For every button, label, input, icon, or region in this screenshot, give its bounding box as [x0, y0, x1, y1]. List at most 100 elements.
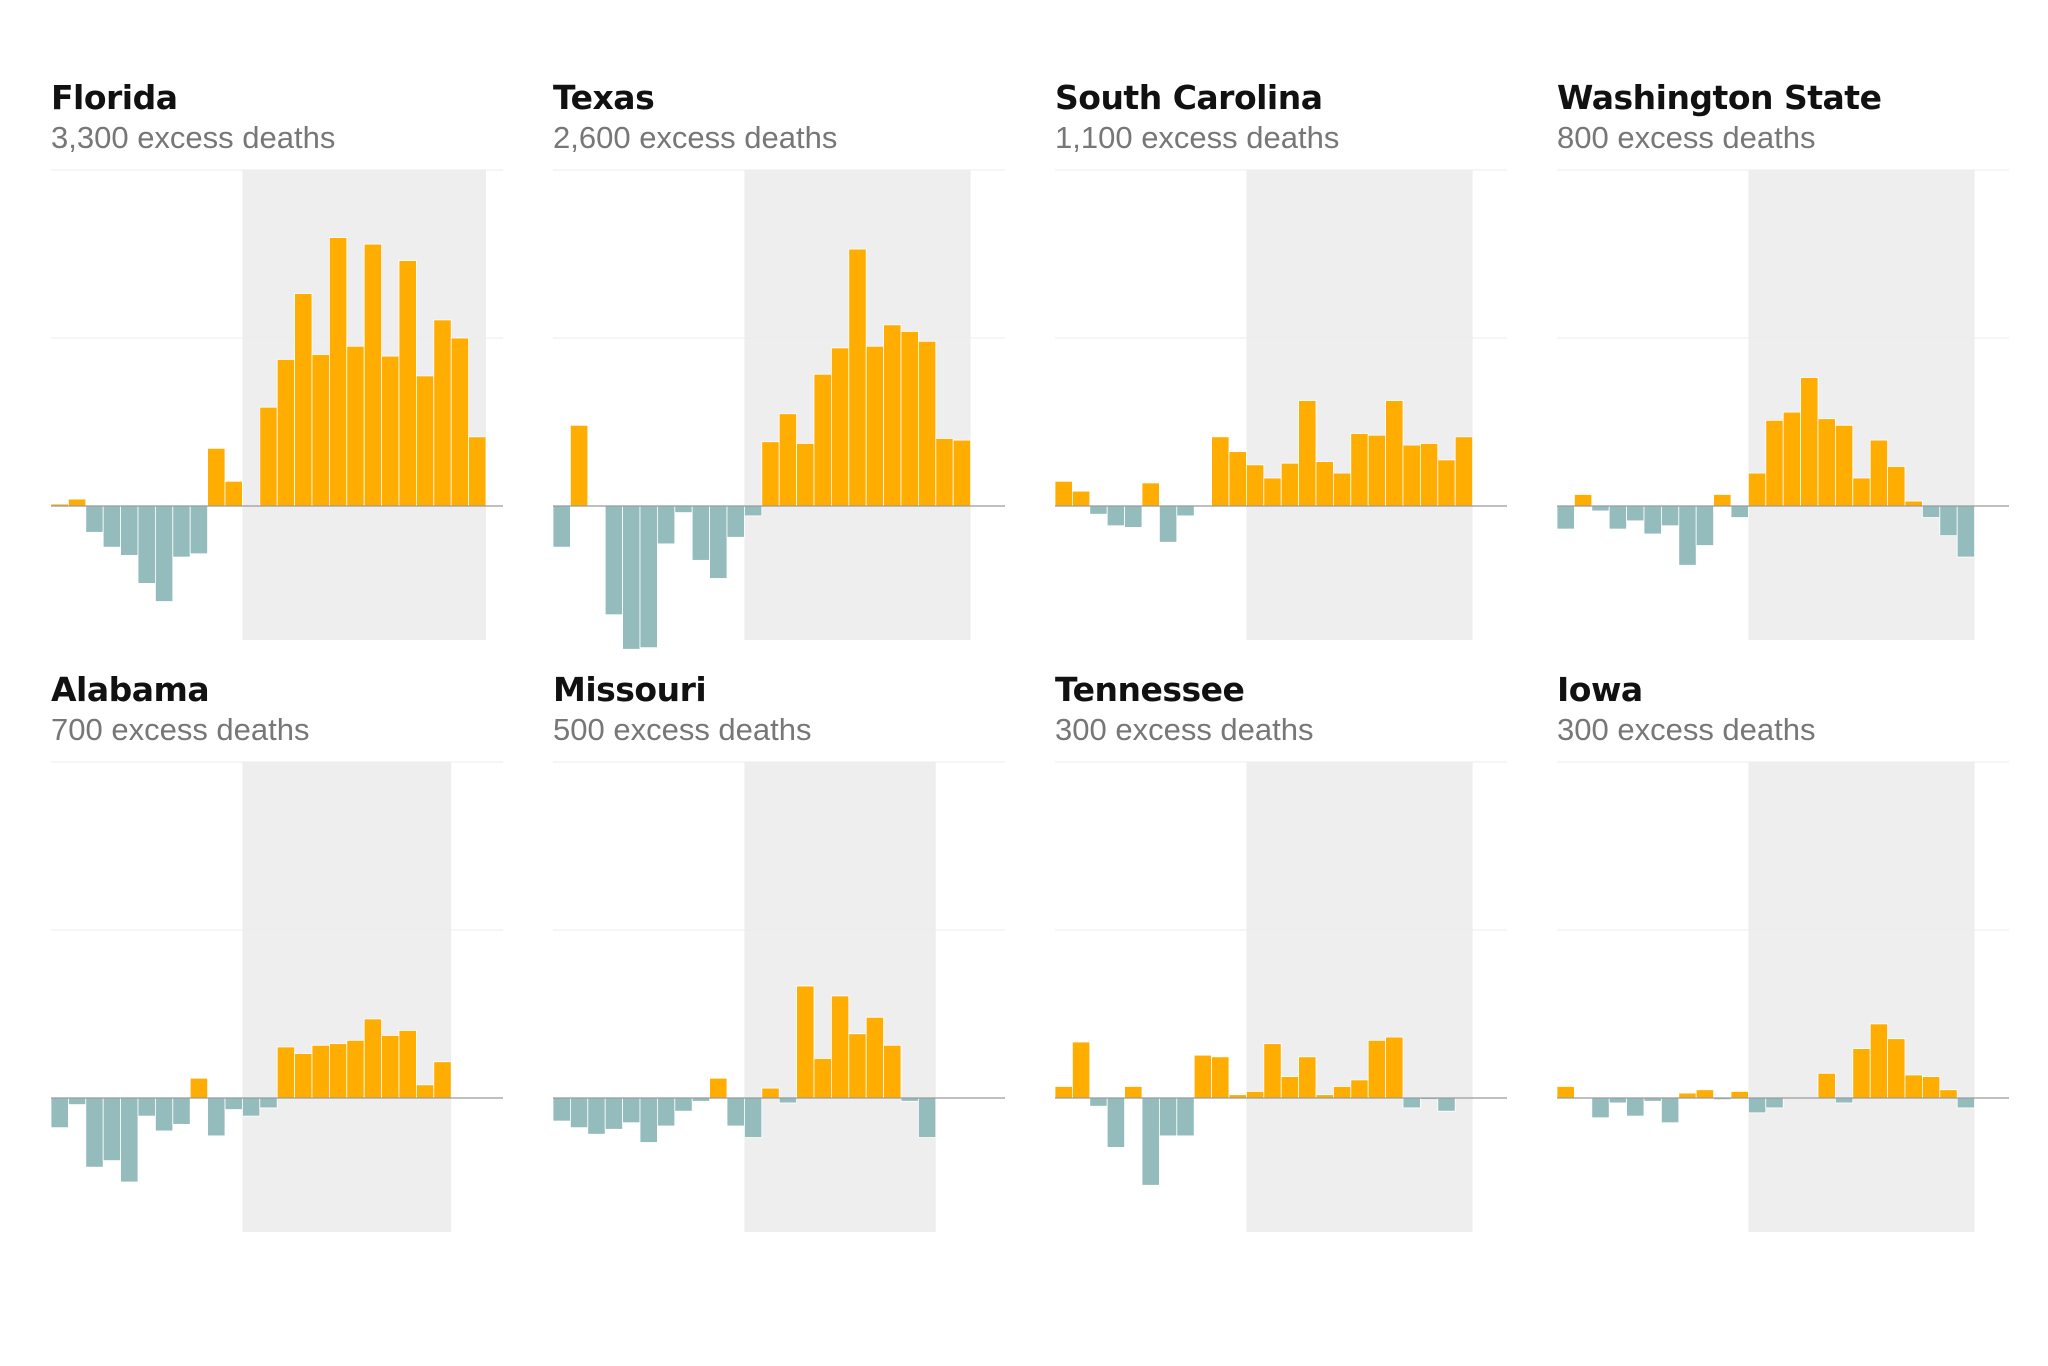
bar: [813, 373, 832, 507]
bar: [639, 1097, 658, 1143]
bar: [1904, 1074, 1923, 1099]
bar: [883, 1044, 902, 1099]
bar: [1089, 1097, 1108, 1107]
bar: [294, 293, 313, 507]
bar: [1263, 1043, 1282, 1099]
bar: [468, 436, 487, 507]
bar: [639, 505, 658, 649]
bar: [241, 1097, 261, 1117]
bar: [1089, 505, 1108, 515]
panel-title: Florida: [51, 78, 178, 117]
bar: [1315, 461, 1334, 507]
bar: [848, 1033, 867, 1099]
bar: [778, 413, 797, 507]
bar: [363, 1018, 383, 1099]
bar: [587, 1097, 606, 1135]
shaded-period: [1246, 762, 1473, 1232]
bar: [1661, 1097, 1680, 1124]
bar: [137, 505, 156, 584]
bar: [1054, 480, 1073, 507]
bar: [1626, 1097, 1645, 1117]
bar: [1141, 482, 1160, 507]
shaded-period: [242, 762, 452, 1232]
bar: [85, 505, 104, 533]
bar: [1643, 505, 1662, 535]
bar: [1245, 1091, 1265, 1099]
bar: [189, 1077, 208, 1099]
bar: [137, 1097, 156, 1117]
bar: [1626, 505, 1645, 522]
bar: [1887, 466, 1906, 507]
bar: [657, 505, 676, 545]
bar: [691, 505, 710, 561]
bar: [1124, 1086, 1143, 1099]
bar: [415, 375, 435, 507]
panel-subtitle: 700 excess deaths: [51, 712, 310, 747]
bar: [398, 260, 417, 507]
bar: [85, 1097, 104, 1168]
bar: [1608, 505, 1628, 530]
bar: [1730, 1091, 1749, 1099]
bar: [1817, 1072, 1836, 1099]
bar: [1817, 418, 1836, 507]
bar: [1852, 477, 1871, 507]
bar-chart: [552, 761, 1005, 1232]
panel-title: South Carolina: [1055, 78, 1323, 117]
chart-panel-missouri: Missouri 500 excess deaths: [552, 670, 1005, 1240]
bar: [1956, 1097, 1976, 1109]
bar: [381, 1035, 400, 1099]
bar: [1280, 1076, 1299, 1099]
bar: [276, 1046, 295, 1099]
bar: [207, 447, 226, 507]
bar: [1106, 505, 1126, 527]
bar: [155, 505, 174, 602]
bar: [363, 243, 383, 507]
panel-subtitle: 2,600 excess deaths: [553, 120, 838, 155]
bar: [294, 1053, 313, 1099]
bar: [224, 1097, 243, 1110]
bar: [917, 1097, 937, 1138]
bar: [415, 1084, 435, 1099]
bar: [433, 1061, 452, 1099]
bar: [813, 1058, 832, 1099]
bar-chart: [50, 761, 503, 1232]
bar: [224, 480, 243, 507]
bar: [1556, 505, 1575, 530]
bar: [450, 337, 470, 507]
bar: [1782, 411, 1801, 507]
bar: [259, 1097, 278, 1109]
shaded-period: [1748, 762, 1975, 1232]
bar: [1713, 494, 1732, 507]
bar: [552, 1097, 571, 1122]
bar-chart: [50, 169, 503, 640]
bar: [604, 505, 624, 616]
bar: [207, 1097, 226, 1137]
bar: [743, 505, 763, 517]
bar: [1298, 400, 1317, 507]
panel-title: Alabama: [51, 670, 210, 709]
bar: [1367, 434, 1387, 507]
bar: [1071, 1041, 1091, 1099]
bar: [1695, 505, 1714, 546]
bar: [328, 237, 348, 507]
bar: [1939, 1089, 1958, 1099]
bar: [1245, 464, 1265, 507]
bar: [102, 505, 122, 548]
bar: [1695, 1089, 1714, 1099]
bar: [917, 340, 937, 507]
bar: [346, 345, 365, 507]
bar: [761, 441, 780, 507]
bar: [1869, 1023, 1889, 1099]
bar: [622, 1097, 641, 1124]
bar: [1869, 439, 1889, 507]
bar: [1921, 505, 1941, 518]
shaded-period: [1748, 170, 1975, 640]
bar: [726, 505, 745, 538]
bar: [1332, 1086, 1352, 1099]
bar-chart: [1556, 761, 2009, 1232]
bar: [674, 1097, 693, 1112]
bar: [709, 1077, 728, 1099]
bar: [1350, 1079, 1369, 1099]
bar: [1419, 443, 1439, 507]
panel-title: Iowa: [1557, 670, 1643, 709]
